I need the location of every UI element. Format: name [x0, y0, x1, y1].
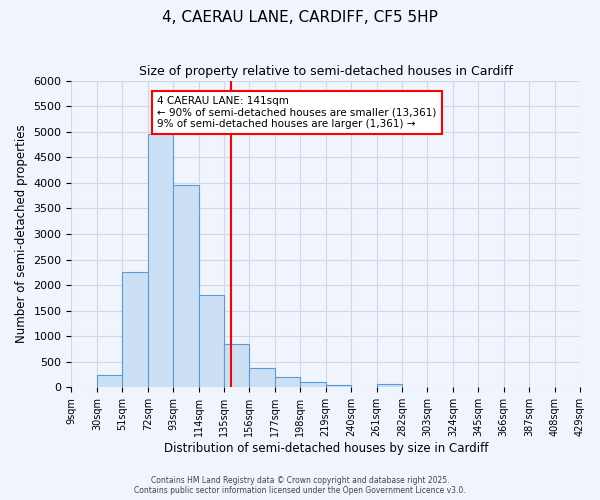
- Bar: [199, 296, 224, 388]
- X-axis label: Distribution of semi-detached houses by size in Cardiff: Distribution of semi-detached houses by …: [164, 442, 488, 455]
- Title: Size of property relative to semi-detached houses in Cardiff: Size of property relative to semi-detach…: [139, 65, 512, 78]
- Bar: [250, 368, 275, 388]
- Y-axis label: Number of semi-detached properties: Number of semi-detached properties: [15, 124, 28, 344]
- Text: 4, CAERAU LANE, CARDIFF, CF5 5HP: 4, CAERAU LANE, CARDIFF, CF5 5HP: [162, 10, 438, 25]
- Bar: [173, 186, 199, 388]
- Bar: [300, 382, 326, 388]
- Bar: [377, 384, 402, 388]
- Text: 4 CAERAU LANE: 141sqm
← 90% of semi-detached houses are smaller (13,361)
9% of s: 4 CAERAU LANE: 141sqm ← 90% of semi-deta…: [157, 96, 437, 129]
- Bar: [224, 344, 250, 388]
- Text: Contains HM Land Registry data © Crown copyright and database right 2025.
Contai: Contains HM Land Registry data © Crown c…: [134, 476, 466, 495]
- Bar: [97, 374, 122, 388]
- Bar: [148, 134, 173, 388]
- Bar: [122, 272, 148, 388]
- Bar: [275, 376, 300, 388]
- Bar: [326, 384, 351, 388]
